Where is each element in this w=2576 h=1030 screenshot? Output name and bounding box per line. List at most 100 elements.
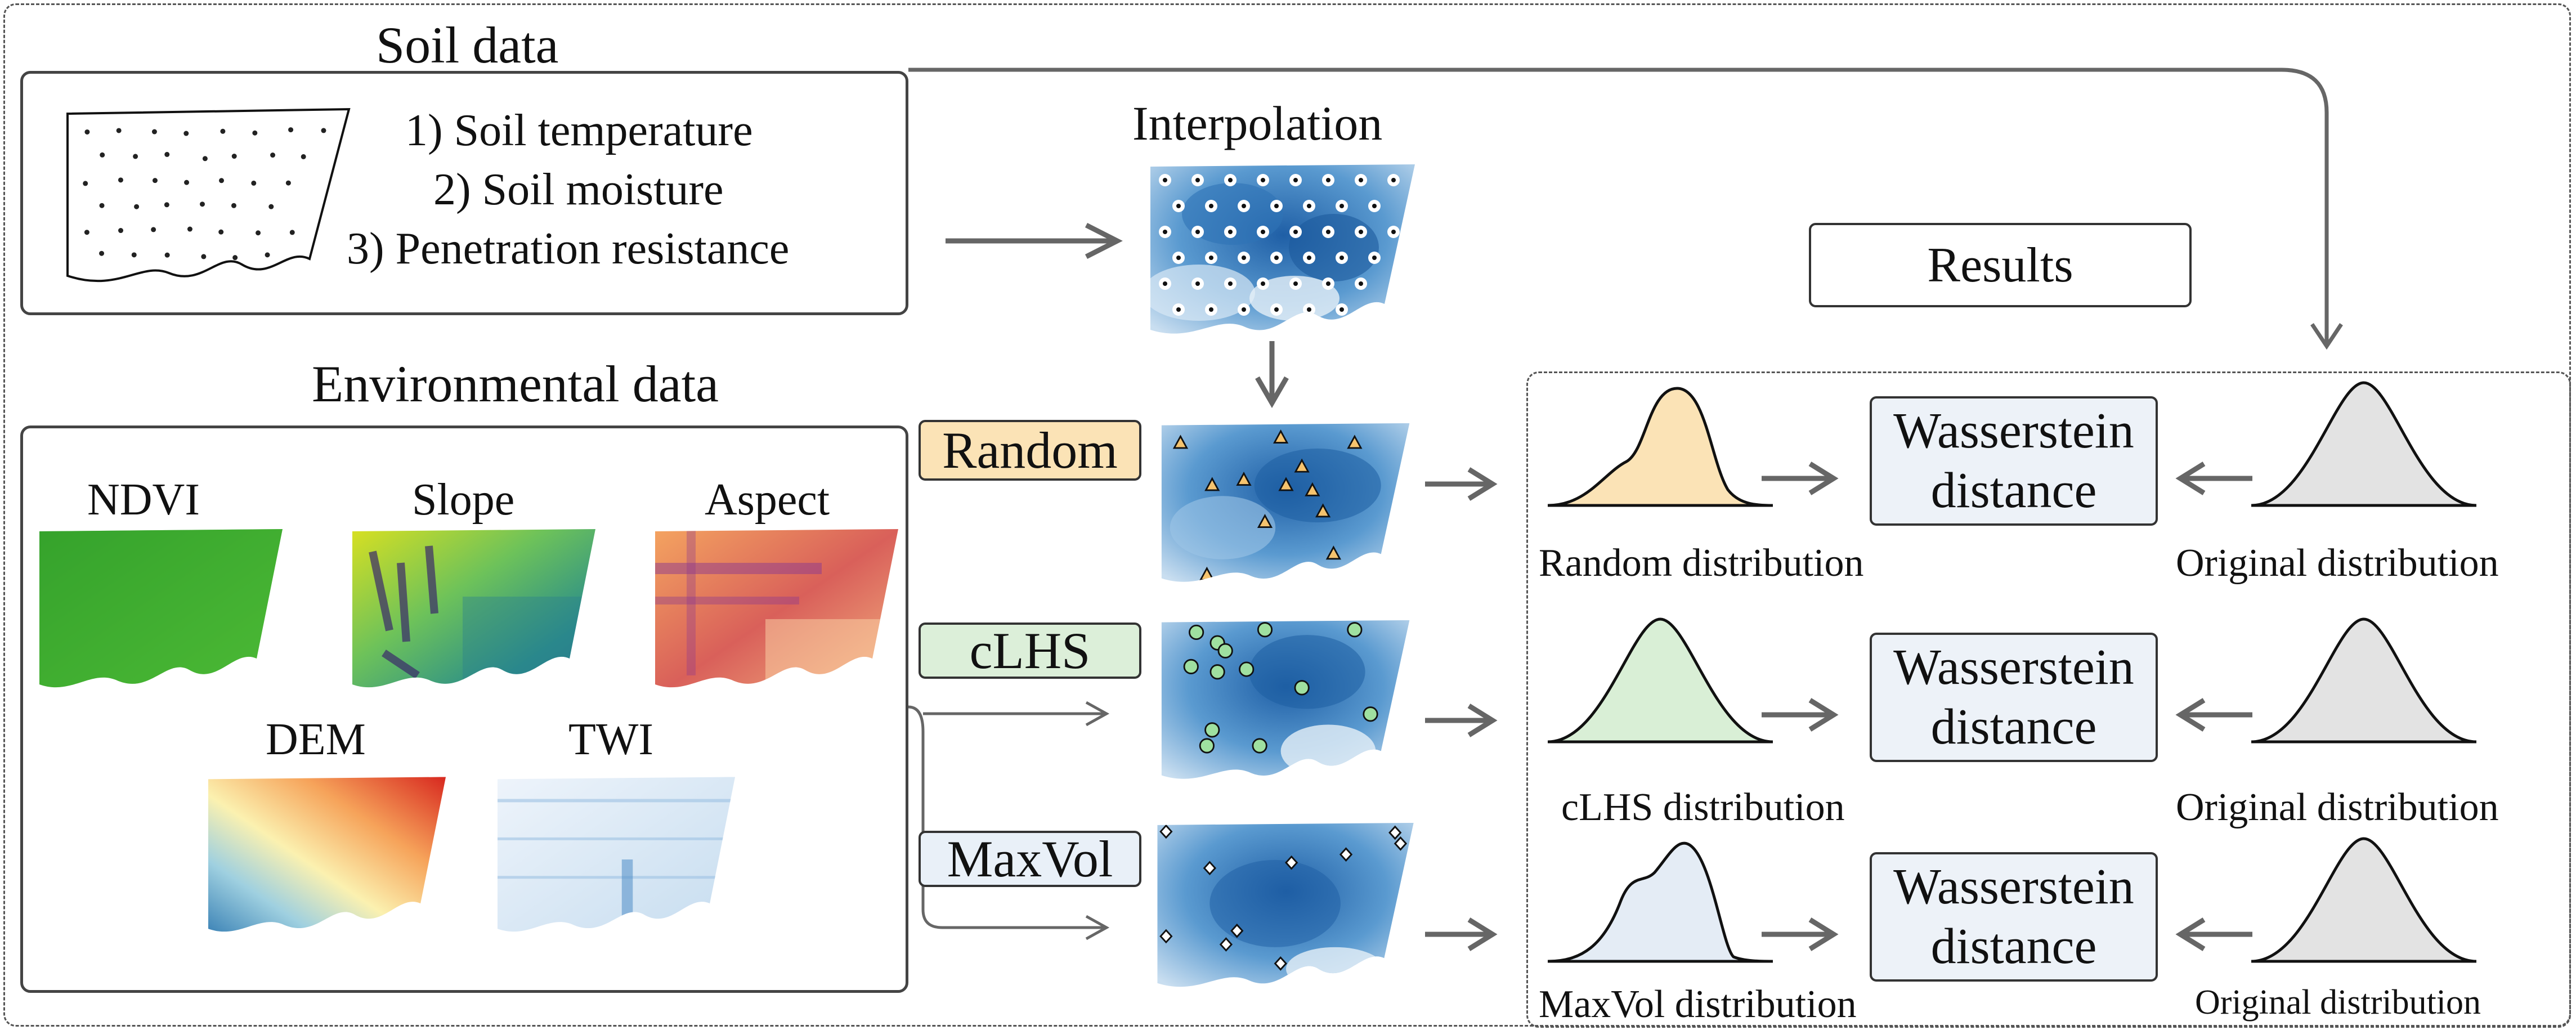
interpolation-point-center [1195,281,1200,286]
arrow-soil-to-results [908,68,2343,350]
soil-sample-point [219,178,225,183]
arrow-sample-to-metric [1762,698,1839,732]
soil-sample-point [164,202,169,208]
method-tag-clhs: cLHS [919,622,1141,679]
soil-sample-point [118,177,123,183]
circle-sample-marker [1217,643,1233,659]
triangle-sample-marker [1305,482,1320,496]
interpolation-point-center [1274,256,1279,260]
interpolation-point-center [1274,307,1279,312]
soil-sample-point [231,154,237,159]
environmental-data-title: Environmental data [312,355,719,413]
interpolation-point-center [1242,307,1246,312]
soil-sample-point [289,230,295,235]
random-sample-map [1161,423,1410,582]
soil-sample-point [100,152,105,158]
soil-field-map [66,108,351,283]
soil-sample-point [265,252,270,258]
triangle-sample-marker [1315,503,1331,518]
interpolation-point-center [1261,281,1265,286]
interpolation-point-center [1209,204,1213,208]
soil-sample-point [256,230,261,236]
interpolation-point-center [1293,281,1298,286]
diamond-sample-marker [1230,923,1244,938]
interpolation-point-center [1163,230,1167,234]
soil-data-title: Soil data [376,16,559,74]
diamond-sample-marker [1159,929,1173,944]
interpolation-point-center [1209,307,1213,312]
diamond-sample-marker [1394,836,1408,851]
interpolation-point-center [1163,281,1167,286]
soil-item-temperature: 1) Soil temperature [405,106,753,155]
triangle-sample-marker [1257,514,1273,528]
layer-label-twi: TWI [568,715,654,764]
arrow-interpolation-down [1255,341,1289,408]
interpolation-point-center [1307,204,1311,208]
arrow-clhs-to-result [1425,704,1498,737]
env-to-methods-connector [908,701,1110,941]
dem-map [208,777,446,932]
sample-distribution-label: cLHS distribution [1561,786,1845,829]
soil-sample-point [83,181,88,186]
interpolation-point-center [1339,256,1344,260]
arrow-original-to-metric [2175,462,2252,495]
clhs-sample-map [1161,620,1410,779]
interpolation-point-center [1339,307,1344,312]
interpolation-point-center [1228,230,1233,234]
interpolation-point-center [1359,178,1363,182]
metric-label-line: Wasserstein [1893,858,2134,915]
triangle-sample-marker [1273,429,1289,444]
arrow-soil-to-interpolation [946,222,1123,259]
circle-sample-marker [1189,624,1204,641]
soil-sample-point [151,227,156,232]
triangle-sample-marker [1347,435,1363,449]
ndvi-map [39,529,283,688]
diamond-sample-marker [1372,973,1386,987]
soil-sample-point [131,252,137,258]
interpolation-point-center [1307,256,1311,260]
interpolation-point-center [1293,178,1298,182]
interpolation-point-center [1261,230,1265,234]
original-distribution-label: Original distribution [2195,983,2481,1022]
triangle-sample-marker [1278,477,1294,491]
soil-sample-point [116,128,122,133]
triangle-sample-marker [1325,545,1341,560]
layer-label-slope: Slope [412,475,515,525]
soil-sample-point [152,178,158,183]
circle-sample-marker [1199,738,1215,754]
wasserstein-distance-box: Wasserstein distance [1870,852,2158,982]
interpolation-point-center [1242,256,1246,260]
sample-distribution-curve [1547,617,1773,744]
results-frame [1526,371,2571,1028]
soil-item-moisture: 2) Soil moisture [433,165,724,214]
circle-sample-marker [1209,664,1225,680]
environmental-data-box [20,426,908,993]
layer-label-ndvi: NDVI [87,475,200,525]
sample-distribution-curve [1547,387,1773,507]
aspect-map [655,529,898,688]
original-distribution-label: Original distribution [2176,541,2499,585]
interpolation-point-center [1372,307,1377,312]
soil-item-penetration: 3) Penetration resistance [347,224,790,274]
soil-sample-point [133,154,138,159]
diamond-sample-marker [1339,847,1353,862]
layer-label-dem: DEM [266,715,366,764]
interpolation-title: Interpolation [1132,96,1383,150]
interpolation-point-center [1339,204,1344,208]
circle-sample-marker [1204,722,1220,738]
wasserstein-distance-box: Wasserstein distance [1870,633,2158,762]
sample-distribution-curve [1547,841,1773,963]
interpolation-point-center [1228,178,1233,182]
soil-sample-point [200,201,205,207]
diamond-sample-marker [1159,824,1173,839]
interpolation-point-center [1209,256,1213,260]
soil-sample-point [268,204,274,209]
triangle-sample-marker [1172,435,1189,449]
triangle-sample-marker [1204,477,1220,491]
method-tag-random: Random [919,420,1141,481]
soil-sample-point [184,180,190,185]
interpolation-point-center [1274,204,1279,208]
arrow-sample-to-metric [1762,917,1839,951]
interpolation-point-center [1326,281,1330,286]
interpolation-point-center [1228,281,1233,286]
